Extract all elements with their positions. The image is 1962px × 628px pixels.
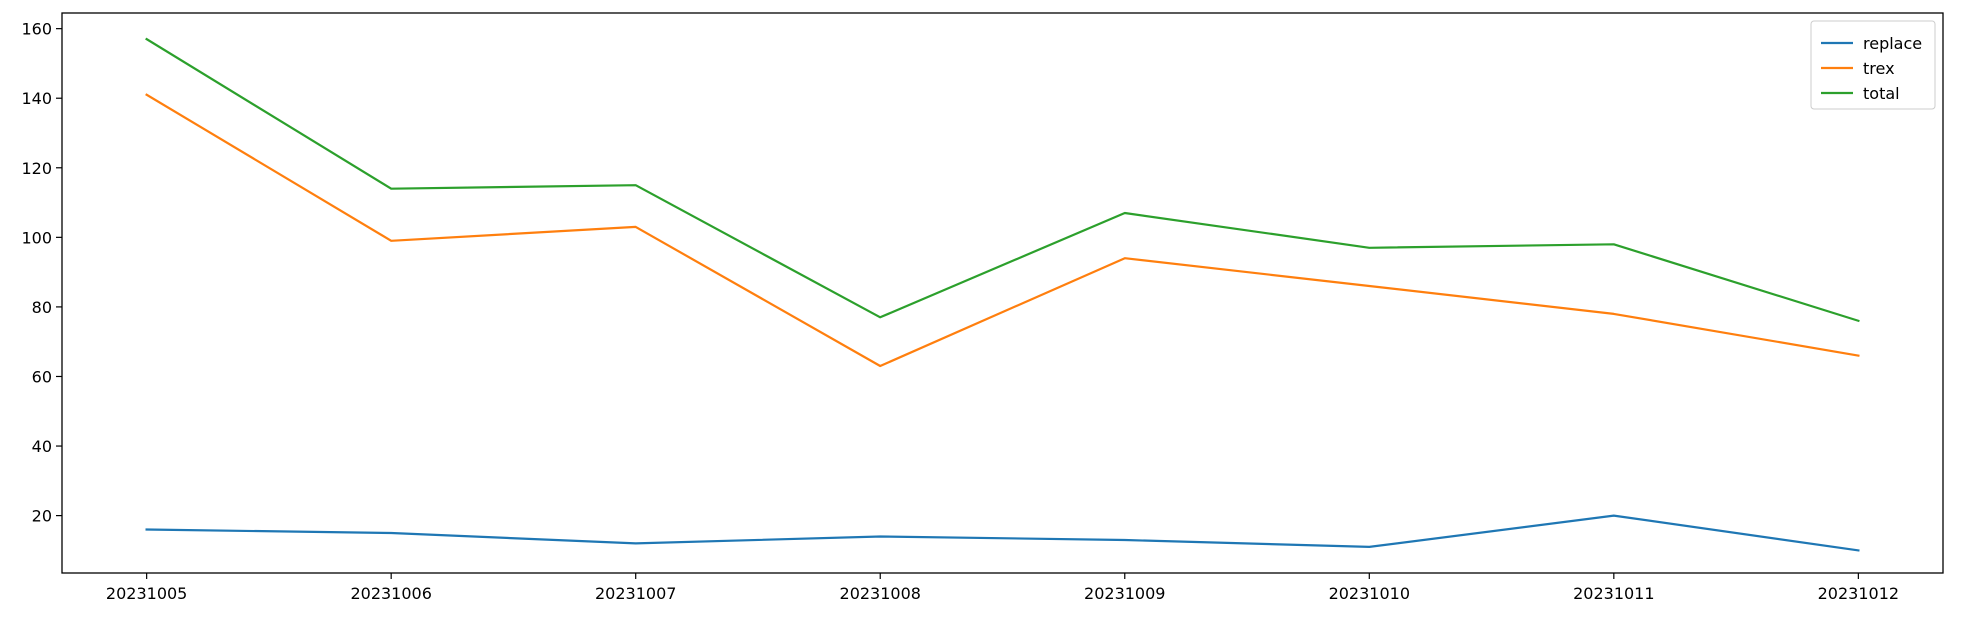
- y-tick-label: 120: [21, 159, 52, 178]
- legend-label-replace: replace: [1863, 34, 1922, 53]
- y-tick-label: 40: [32, 437, 52, 456]
- y-tick-label: 80: [32, 298, 52, 317]
- series-line-total: [145, 37, 1860, 323]
- y-tick-label: 140: [21, 89, 52, 108]
- x-tick-label: 20231010: [1329, 584, 1410, 603]
- legend-label-trex: trex: [1863, 59, 1895, 78]
- x-tick-label: 20231011: [1573, 584, 1654, 603]
- series-line-replace: [145, 514, 1860, 552]
- y-axis: 20 40 60 80 100 120 140 160: [21, 20, 62, 526]
- plot-frame: [61, 12, 1944, 574]
- x-tick-label: 20231012: [1818, 584, 1899, 603]
- series-layer: [145, 37, 1860, 552]
- legend: replace trex total: [1810, 20, 1936, 110]
- x-tick-label: 20231005: [106, 584, 187, 603]
- series-line-trex: [145, 93, 1860, 368]
- x-tick-label: 20231009: [1084, 584, 1165, 603]
- x-axis: 20231005 20231006 20231007 20231008 20231009…: [106, 573, 1899, 603]
- x-tick-label: 20231006: [350, 584, 431, 603]
- y-tick-label: 160: [21, 20, 52, 39]
- y-tick-label: 20: [32, 507, 52, 526]
- y-tick-label: 100: [21, 228, 52, 247]
- y-tick-label: 60: [32, 367, 52, 386]
- legend-label-total: total: [1863, 84, 1900, 103]
- x-tick-label: 20231007: [595, 584, 676, 603]
- x-tick-label: 20231008: [840, 584, 921, 603]
